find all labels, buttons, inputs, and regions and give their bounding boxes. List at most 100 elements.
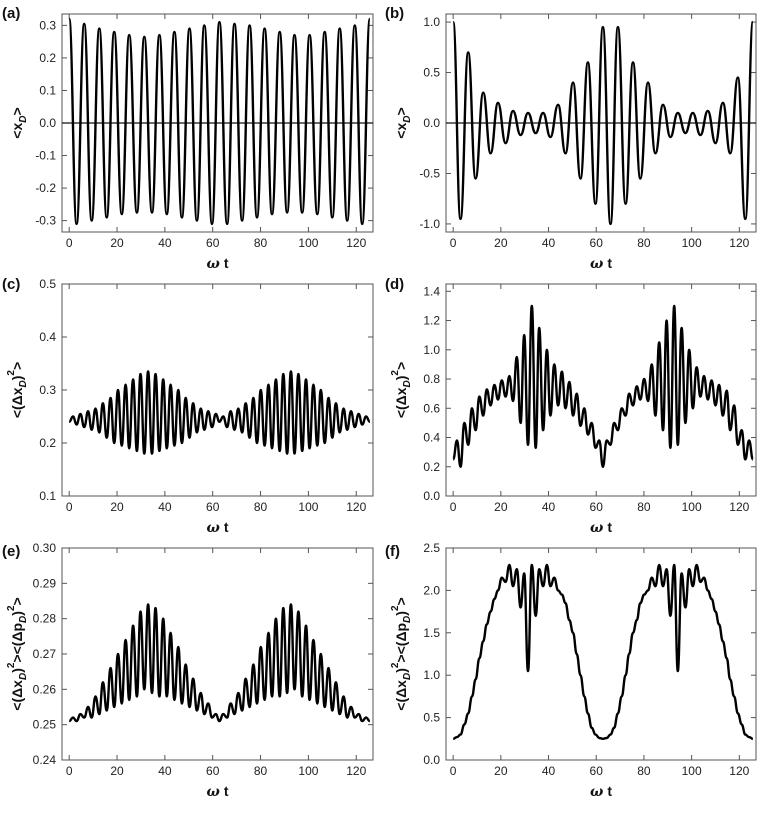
panel-b-xtick-label: 80 bbox=[637, 236, 651, 250]
panel-d-xtick-label: 80 bbox=[637, 500, 651, 514]
panel-b-xtick-label: 0 bbox=[450, 236, 457, 250]
panel-e-xtick-label: 60 bbox=[206, 764, 220, 778]
panel-c: (c) 0 20 40 60 80 100 120 0.1 0.2 0.3 0.4 0.5 ω t <(Δx… bbox=[2, 276, 374, 536]
panel-c-xtick-label: 80 bbox=[254, 500, 268, 514]
panel-c-xtick-label: 100 bbox=[298, 500, 318, 514]
panel-f-ytick-label: 1.0 bbox=[423, 668, 440, 682]
panel-b-xtick-label: 20 bbox=[494, 236, 508, 250]
panel-e-ytick-label: 0.30 bbox=[33, 541, 57, 555]
panel-a-xtick-label: 20 bbox=[110, 236, 124, 250]
panel-f: (f) 0 20 40 60 80 100 120 0.0 0.5 1.0 1.5 2.0 2.5 ω t <… bbox=[385, 541, 757, 800]
panel-a-ytick-label: -0.3 bbox=[35, 214, 56, 228]
panel-f-series-line bbox=[453, 563, 754, 740]
panel-c-frame bbox=[61, 283, 374, 497]
panel-c-xtick-label: 20 bbox=[110, 500, 124, 514]
panel-b-ytick-label: 0.0 bbox=[423, 116, 440, 130]
panel-c-series-line bbox=[68, 370, 371, 455]
panel-b-label: (b) bbox=[385, 5, 404, 22]
panel-a: (a) 0 20 40 60 80 100 120 -0.3 -0.2 -0.1 0.0 0.1 0.2… bbox=[2, 5, 374, 272]
panel-a-ytick-label: 0.1 bbox=[39, 83, 56, 97]
panel-d-xtick-label: 60 bbox=[590, 500, 604, 514]
panel-d-ytick-label: 0.4 bbox=[423, 431, 440, 445]
panel-e-label: (e) bbox=[2, 543, 20, 560]
panel-d-xtick-label: 0 bbox=[450, 500, 457, 514]
panel-d-xtick-label: 20 bbox=[494, 500, 508, 514]
panel-f-xtick-label: 20 bbox=[494, 764, 508, 778]
panel-d-xtick-label: 120 bbox=[729, 500, 749, 514]
panel-c-ytick-label: 0.1 bbox=[39, 489, 56, 503]
panel-c-ytick-label: 0.3 bbox=[39, 383, 56, 397]
panel-c-ylabel: <(ΔxD)2> bbox=[6, 362, 29, 418]
panel-a-xtick-label: 100 bbox=[298, 236, 318, 250]
panel-d-xtick-label: 100 bbox=[682, 500, 702, 514]
panel-c-label: (c) bbox=[2, 276, 20, 293]
panel-f-xtick-label: 60 bbox=[590, 764, 604, 778]
panel-f-xtick-label: 0 bbox=[450, 764, 457, 778]
panel-a-xtick-label: 80 bbox=[254, 236, 268, 250]
panel-c-xtick-label: 40 bbox=[158, 500, 172, 514]
panel-f-xtick-label: 120 bbox=[729, 764, 749, 778]
panel-e-xtick-label: 120 bbox=[346, 764, 366, 778]
panel-a-ylabel: <xD> bbox=[9, 107, 29, 138]
panel-e-xtick-label: 80 bbox=[254, 764, 268, 778]
panel-b-series-line bbox=[452, 20, 755, 226]
panel-d-ytick-label: 1.0 bbox=[423, 343, 440, 357]
panel-a-label: (a) bbox=[2, 5, 20, 22]
panel-e-ytick-label: 0.29 bbox=[33, 576, 57, 590]
panel-b-xtick-label: 60 bbox=[590, 236, 604, 250]
panel-d-ytick-label: 0.6 bbox=[423, 401, 440, 415]
panel-e-series-line bbox=[68, 603, 371, 723]
panel-e-frame bbox=[61, 547, 374, 761]
panel-f-xtick-label: 100 bbox=[682, 764, 702, 778]
panel-e-ylabel: <(ΔxD)2><(ΔpD)2> bbox=[6, 597, 29, 710]
panel-f-ytick-label: 1.5 bbox=[423, 626, 440, 640]
panel-b-ytick-label: 1.0 bbox=[423, 15, 440, 29]
panel-f-ylabel: <(ΔxD)2><(ΔpD)2> bbox=[390, 597, 413, 710]
panel-a-xtick-label: 40 bbox=[158, 236, 172, 250]
panel-d-series-line bbox=[452, 304, 755, 468]
panel-c-xtick-label: 0 bbox=[66, 500, 73, 514]
panel-a-ytick-label: -0.1 bbox=[35, 149, 56, 163]
panel-a-ytick-label: 0.0 bbox=[39, 116, 56, 130]
panel-d-ylabel: <(ΔxD)2> bbox=[390, 362, 413, 418]
panel-b-ylabel: <xD> bbox=[393, 107, 413, 138]
panel-d-label: (d) bbox=[385, 276, 404, 293]
panel-d-ytick-label: 0.0 bbox=[423, 489, 440, 503]
panel-f-ytick-label: 0.0 bbox=[423, 753, 440, 767]
panel-e-xtick-label: 40 bbox=[158, 764, 172, 778]
panel-a-series-line bbox=[68, 17, 372, 226]
panel-b-ytick-label: -0.5 bbox=[419, 166, 440, 180]
panel-a-ytick-label: -0.2 bbox=[35, 181, 56, 195]
panel-e-xtick-label: 100 bbox=[298, 764, 318, 778]
panel-a-xtick-label: 120 bbox=[346, 236, 366, 250]
panel-e-ytick-label: 0.26 bbox=[33, 682, 57, 696]
panel-b-xtick-label: 40 bbox=[542, 236, 556, 250]
panel-f-ytick-label: 0.5 bbox=[423, 711, 440, 725]
panel-d-ytick-label: 1.4 bbox=[423, 284, 440, 298]
panel-b-xtick-label: 100 bbox=[682, 236, 702, 250]
panel-e-ytick-label: 0.28 bbox=[33, 612, 57, 626]
panel-d: (d) 0 20 40 60 80 100 120 0.0 0.2 0.4 0.6 0.8 1.0 1.2… bbox=[385, 276, 757, 536]
panel-f-xtick-label: 80 bbox=[637, 764, 651, 778]
panel-c-xtick-label: 60 bbox=[206, 500, 220, 514]
panel-b-ytick-label: 0.5 bbox=[423, 66, 440, 80]
panel-f-xtick-label: 40 bbox=[542, 764, 556, 778]
panel-f-ytick-label: 2.0 bbox=[423, 583, 440, 597]
panel-a-xtick-label: 0 bbox=[66, 236, 73, 250]
panel-b: (b) 0 20 40 60 80 100 120 -1.0 -0.5 0.0 0.5 1.0 ω t <x… bbox=[385, 5, 757, 272]
panel-e-ytick-label: 0.27 bbox=[33, 647, 57, 661]
panel-f-label: (f) bbox=[385, 543, 400, 560]
panel-d-ytick-label: 0.8 bbox=[423, 372, 440, 386]
panel-e: (e) 0 20 40 60 80 100 120 0.24 0.25 0.26 0.27 0.28 0… bbox=[2, 541, 374, 800]
panel-e-xtick-label: 0 bbox=[66, 764, 73, 778]
panel-c-ytick-label: 0.4 bbox=[39, 330, 56, 344]
panel-f-frame bbox=[445, 547, 757, 761]
panel-a-ytick-label: 0.3 bbox=[39, 18, 56, 32]
